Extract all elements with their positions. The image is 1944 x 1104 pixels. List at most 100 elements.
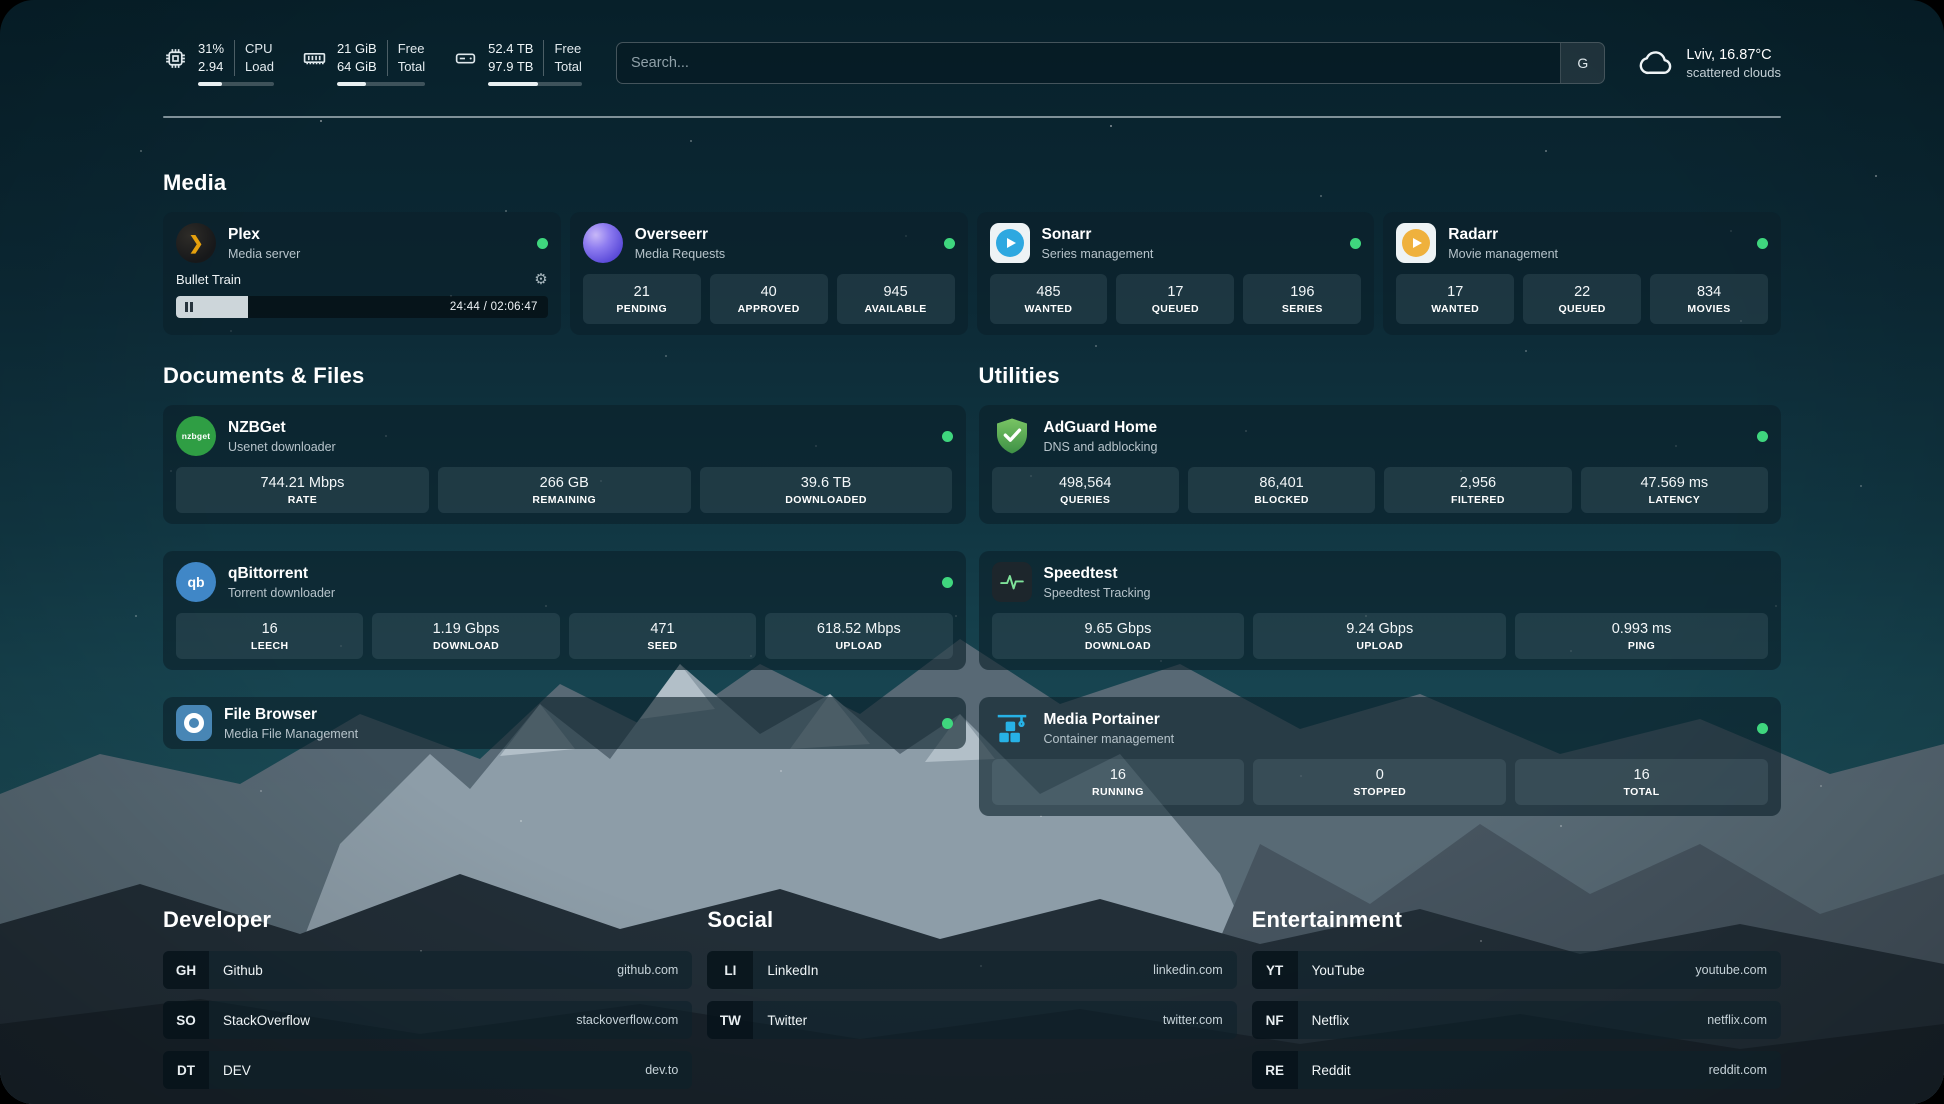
bookmarks-social: Social LI LinkedIn linkedin.com TW Twitt… [707,907,1237,1101]
stat-label: RATE [287,493,318,506]
stat-label: QUEUED [1151,302,1200,315]
bookmark-url: twitter.com [1162,1013,1223,1028]
stat-value: 22 [1574,283,1591,300]
plex-status-dot [536,237,548,249]
stat-value: 17 [1167,283,1184,300]
stat-tile: 86,401 BLOCKED [1187,467,1376,514]
topbar-divider [163,116,1781,119]
bookmark-name: YouTube [1311,962,1365,978]
stat-tile: 834 MOVIES [1650,274,1769,325]
bookmark-github[interactable]: GH Github github.com [163,951,693,990]
filebrowser-subtitle: Media File Management [224,726,359,741]
bookmark-url: youtube.com [1695,963,1767,978]
adguard-card[interactable]: AdGuard Home DNS and adblocking 498,564 … [978,405,1781,525]
stat-value: 498,564 [1058,474,1112,491]
sonarr-name: Sonarr [1041,225,1092,243]
plex-player-bar[interactable]: 24:44 / 02:06:47 [176,296,548,319]
bookmark-netflix[interactable]: NF Netflix netflix.com [1251,1001,1781,1040]
stat-value: 0.993 ms [1611,620,1672,637]
stat-tile: 196 SERIES [1243,274,1362,325]
stat-label: LATENCY [1648,493,1701,506]
stat-value: 0 [1375,766,1384,783]
search-input[interactable] [616,55,1561,72]
stat-tile: 17 QUEUED [1116,274,1235,325]
bookmark-url: github.com [617,963,679,978]
bookmark-url: dev.to [645,1063,679,1078]
cpu-label-2: Load [245,59,274,75]
stat-label: BLOCKED [1254,493,1309,506]
nzbget-card[interactable]: nzbget NZBGet Usenet downloader 744.21 M… [163,405,966,525]
stat-value: 47.569 ms [1640,474,1709,491]
bookmark-reddit[interactable]: RE Reddit reddit.com [1251,1051,1781,1090]
stat-tile: 47.569 ms LATENCY [1580,467,1768,514]
search-engine-button[interactable]: G [1560,43,1605,84]
adguard-status-dot [1757,430,1768,442]
bookmark-twitter[interactable]: TW Twitter twitter.com [707,1001,1237,1040]
memory-widget: 21 GiB 64 GiB Free Total [302,40,426,87]
stat-value: 266 GB [539,474,589,491]
disk-total-value: 97.9 TB [488,59,534,75]
radarr-card[interactable]: Radarr Movie management 17 WANTED 22 QUE… [1383,212,1781,336]
bookmark-abbr: LI [707,951,754,990]
qbittorrent-subtitle: Torrent downloader [228,585,336,600]
stat-tile: 9.65 Gbps DOWNLOAD [991,613,1245,660]
weather-condition: scattered clouds [1686,64,1781,80]
adguard-shield-icon [992,416,1032,456]
bookmark-dev[interactable]: DT DEV dev.to [163,1051,693,1090]
stat-value: 86,401 [1259,474,1304,491]
sonarr-card[interactable]: Sonarr Series management 485 WANTED 17 Q… [976,212,1375,336]
bookmark-abbr: SO [163,1001,209,1040]
plex-card[interactable]: ❯ Plex Media server Bullet Train ⚙ 24:44… [163,212,561,336]
bookmark-abbr: DT [163,1051,209,1090]
adguard-name: AdGuard Home [1043,418,1158,436]
stat-value: 16 [261,620,278,637]
stat-label: RUNNING [1092,785,1144,798]
stat-label: REMAINING [532,493,597,506]
stat-value: 471 [650,620,675,637]
overseerr-icon [582,223,623,264]
stat-tile: 498,564 QUERIES [991,467,1179,514]
nzbget-status-dot [941,430,953,442]
bookmark-stackoverflow[interactable]: SO StackOverflow stackoverflow.com [163,1001,693,1040]
plex-name: Plex [228,225,260,243]
plex-settings-gear-icon[interactable]: ⚙ [534,271,548,289]
section-title-entertainment: Entertainment [1251,907,1403,933]
plex-player-progress-fill [176,296,249,319]
bookmark-abbr: NF [1251,1001,1298,1040]
stat-tile: 16 LEECH [176,613,364,660]
radarr-status-dot [1757,237,1768,249]
filebrowser-icon [176,705,212,742]
cloud-icon [1639,51,1672,75]
sonarr-subtitle: Series management [1041,246,1154,261]
portainer-status-dot [1757,722,1768,734]
stat-value: 9.24 Gbps [1346,620,1414,637]
section-title-media: Media [163,170,227,196]
stat-label: AVAILABLE [864,302,927,315]
stat-label: LEECH [250,639,289,652]
disk-label-1: Free [554,41,582,56]
portainer-card[interactable]: Media Portainer Container management 16 … [978,697,1781,817]
qbittorrent-name: qBittorrent [228,564,309,582]
memory-free-value: 21 GiB [336,41,377,56]
media-cards-row: ❯ Plex Media server Bullet Train ⚙ 24:44… [163,212,1781,336]
stat-label: PENDING [616,302,668,315]
disk-free-value: 52.4 TB [488,41,534,56]
overseerr-card[interactable]: Overseerr Media Requests 21 PENDING 40 A… [569,212,968,336]
cpu-value-percent: 31% [198,41,225,56]
filebrowser-card[interactable]: File Browser Media File Management [163,697,966,750]
stat-value: 945 [883,283,908,300]
stat-label: DOWNLOADED [785,493,867,506]
speedtest-card[interactable]: Speedtest Speedtest Tracking 9.65 Gbps D… [978,551,1781,671]
cpu-icon [166,49,185,68]
overseerr-name: Overseerr [634,225,709,243]
qbittorrent-icon: qb [176,562,216,603]
stat-tile: 2,956 FILTERED [1384,467,1572,514]
bookmark-linkedin[interactable]: LI LinkedIn linkedin.com [707,951,1237,990]
disk-label-2: Total [554,59,582,75]
bookmark-name: Reddit [1311,1062,1351,1078]
weather-location-temp: Lviv, 16.87°C [1686,46,1772,63]
qbittorrent-card[interactable]: qb qBittorrent Torrent downloader 16 LEE… [163,551,966,671]
pause-icon[interactable] [185,302,193,313]
bookmark-youtube[interactable]: YT YouTube youtube.com [1251,951,1781,990]
